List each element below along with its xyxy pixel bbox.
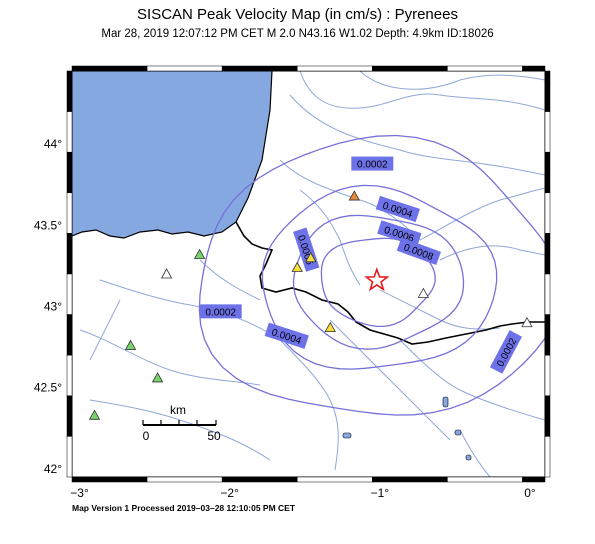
latitude-label: 42.5°: [34, 381, 62, 395]
scale-bar-unit: km: [170, 403, 186, 417]
longitude-label: 0°: [524, 486, 536, 500]
station-marker: [160, 268, 173, 279]
contour-label: 0.0002: [351, 156, 394, 171]
station-marker: [193, 248, 206, 259]
station-marker: [521, 316, 533, 328]
bay-of-biscay: [72, 71, 272, 238]
station-marker: [88, 409, 101, 420]
station-marker: [124, 339, 137, 350]
station-marker: [348, 190, 360, 201]
event-info: Mar 28, 2019 12:07:12 PM CET M 2.0 N43.1…: [101, 28, 494, 40]
longitude-labels: −3° −2° −1° 0°: [70, 486, 536, 500]
longitude-label: −2°: [220, 486, 239, 500]
station-marker: [417, 287, 430, 298]
station-marker: [305, 251, 317, 263]
national-border: [235, 221, 545, 345]
lakes: [342, 396, 472, 461]
contour-label-text: 0.0002: [205, 307, 236, 318]
contour-label: 0.0002: [489, 330, 522, 374]
epicenter-layer: [364, 267, 390, 292]
map-title: SISCAN Peak Velocity Map (in cm/s) : Pyr…: [137, 6, 458, 23]
station-marker: [151, 372, 164, 383]
contour-0.0004: [261, 184, 498, 370]
contour-label: 0.0002: [199, 304, 242, 319]
contour-0.0002: [198, 134, 545, 416]
contour-label-text: 0.0002: [357, 160, 388, 171]
scale-bar-end: 50: [207, 429, 221, 443]
rivers: [79, 71, 545, 477]
contour-label: 0.0008: [396, 237, 441, 266]
latitude-label: 44°: [44, 137, 62, 151]
latitude-label: 42°: [44, 462, 62, 476]
coastline: [72, 71, 273, 239]
epicenter-star: [364, 267, 390, 292]
longitude-label: −1°: [371, 486, 390, 500]
station-marker: [324, 321, 336, 332]
station-marker: [291, 261, 303, 272]
longitude-label: −3°: [70, 486, 89, 500]
latitude-labels: 44° 43.5° 43° 42.5° 42°: [34, 137, 62, 476]
scale-bar: km 0 50: [142, 403, 221, 443]
processing-footer: Map Version 1 Processed 2019–03–28 12:10…: [72, 503, 296, 513]
latitude-label: 43°: [44, 299, 62, 313]
contour-label: 0.0004: [264, 322, 309, 349]
stations: [88, 190, 533, 420]
latitude-label: 43.5°: [34, 218, 62, 232]
contour-0.0006: [292, 214, 465, 350]
map-frame: [66, 65, 551, 483]
scale-bar-start: 0: [143, 429, 150, 443]
